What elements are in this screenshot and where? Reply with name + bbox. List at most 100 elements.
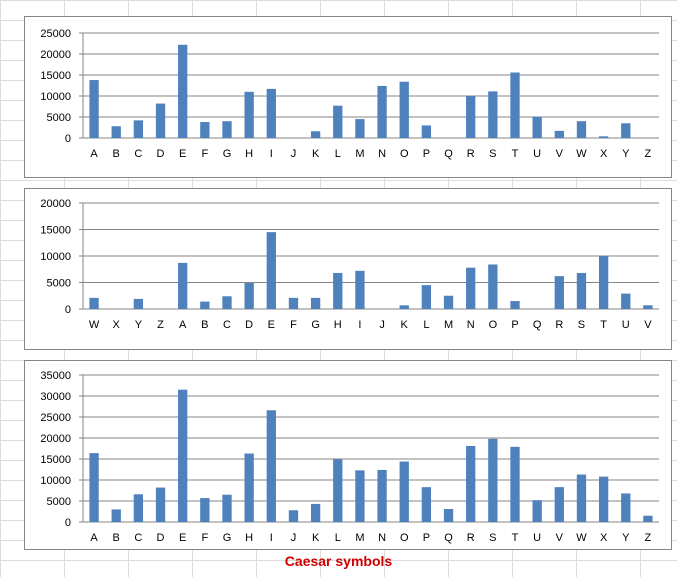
x-tick-label: K <box>312 532 320 544</box>
x-tick-label: Z <box>645 532 652 544</box>
bar-F <box>288 297 299 309</box>
bar-G <box>310 297 321 309</box>
x-tick-label: S <box>489 148 496 160</box>
bar-C <box>133 120 144 138</box>
bar-Y <box>133 298 144 309</box>
bar-C <box>133 494 144 522</box>
bar-V <box>554 487 564 522</box>
x-tick-label: F <box>290 319 297 331</box>
bar-N <box>466 267 476 309</box>
x-tick-label: R <box>467 148 475 160</box>
x-tick-label: C <box>134 532 142 544</box>
bar-W <box>576 121 587 138</box>
x-tick-label: D <box>245 319 253 331</box>
x-tick-label: W <box>89 319 100 331</box>
bar-I <box>266 88 276 138</box>
bar-N <box>377 469 387 522</box>
x-tick-label: Y <box>622 148 630 160</box>
x-tick-label: N <box>467 319 475 331</box>
x-tick-label: O <box>489 319 498 331</box>
x-tick-label: B <box>113 148 120 160</box>
bar-V <box>643 305 653 309</box>
bar-O <box>399 461 409 522</box>
bar-U <box>532 116 542 138</box>
x-tick-label: X <box>600 148 608 160</box>
y-tick-label: 20000 <box>40 49 71 61</box>
x-tick-label: M <box>355 148 364 160</box>
bar-D <box>155 103 166 138</box>
x-tick-label: J <box>291 532 297 544</box>
bar-S <box>488 91 498 138</box>
x-tick-label: S <box>489 532 496 544</box>
y-tick-label: 35000 <box>40 370 71 382</box>
x-tick-label: U <box>533 532 541 544</box>
x-tick-label: Q <box>444 532 453 544</box>
bar-D <box>244 283 254 309</box>
chart-top-plaintext: 0 5000 10000 15000 20000 25000 A B C D E F G H I J K L M N O… <box>24 16 672 178</box>
x-tick-label: Y <box>135 319 143 331</box>
bar-M <box>355 470 365 522</box>
bar-B <box>111 126 121 138</box>
y-tick-label: 5000 <box>47 112 71 124</box>
bar-K <box>310 131 321 138</box>
y-tick-label: 25000 <box>40 412 71 424</box>
x-tick-label: D <box>157 532 165 544</box>
x-tick-label: Y <box>622 532 630 544</box>
bar-F <box>200 498 210 522</box>
bar-A <box>89 453 99 522</box>
x-tick-label: I <box>358 319 361 331</box>
y-tick-label: 0 <box>65 517 71 529</box>
bar-K <box>310 503 321 522</box>
x-tick-label: D <box>157 148 165 160</box>
bar-C <box>222 296 232 309</box>
chart-bottom-caesar: 0 5000 10000 15000 20000 25000 30000 35000 A B C D E… <box>24 360 672 550</box>
bar-D <box>155 487 166 522</box>
x-tick-label: E <box>179 148 186 160</box>
bar-R <box>466 96 476 138</box>
x-tick-label: W <box>576 532 587 544</box>
bar-Y <box>621 123 631 138</box>
x-tick-label: R <box>555 319 563 331</box>
bar-R <box>466 445 476 522</box>
x-tick-label: F <box>201 532 208 544</box>
bar-chart-1-svg: 0 5000 10000 15000 20000 25000 A B C D E F G H I J K L M N O… <box>40 28 659 160</box>
x-tick-label: F <box>201 148 208 160</box>
y-tick-label: 0 <box>65 133 71 145</box>
bar-X <box>598 476 609 522</box>
x-tick-label: O <box>400 148 409 160</box>
x-tick-label: I <box>270 532 273 544</box>
bar-H <box>244 453 254 522</box>
bar-O <box>488 264 498 309</box>
bar-U <box>621 293 631 309</box>
x-tick-label: B <box>201 319 208 331</box>
x-tick-label: M <box>355 532 364 544</box>
x-tick-label: A <box>90 532 98 544</box>
x-tick-label: K <box>312 148 320 160</box>
bar-I <box>266 410 276 522</box>
bar-O <box>399 81 409 138</box>
bar-G <box>222 121 232 138</box>
bar-M <box>355 119 365 138</box>
y-tick-label: 5000 <box>47 278 71 290</box>
x-tick-label: V <box>644 319 652 331</box>
x-tick-label: G <box>311 319 320 331</box>
bar-T <box>598 256 609 309</box>
bar-H <box>244 91 254 138</box>
x-tick-label: Q <box>444 148 453 160</box>
x-tick-label: P <box>423 532 430 544</box>
x-tick-label: T <box>600 319 607 331</box>
x-tick-label: W <box>576 148 587 160</box>
bar-A <box>178 262 188 309</box>
bar-E <box>178 44 188 138</box>
bar-E <box>178 389 188 522</box>
bar-L <box>333 459 343 522</box>
x-tick-label: A <box>179 319 187 331</box>
x-tick-label: C <box>134 148 142 160</box>
bar-L <box>333 105 343 138</box>
x-tick-label: S <box>578 319 585 331</box>
caption-text: Caesar symbols <box>284 553 393 569</box>
chart-middle-shifted: 0 5000 10000 15000 20000 W X Y Z A B C D E F G H I J K L M N O P… <box>24 188 672 350</box>
bar-P <box>421 125 432 138</box>
bar-N <box>377 85 387 138</box>
x-tick-label: V <box>556 148 564 160</box>
